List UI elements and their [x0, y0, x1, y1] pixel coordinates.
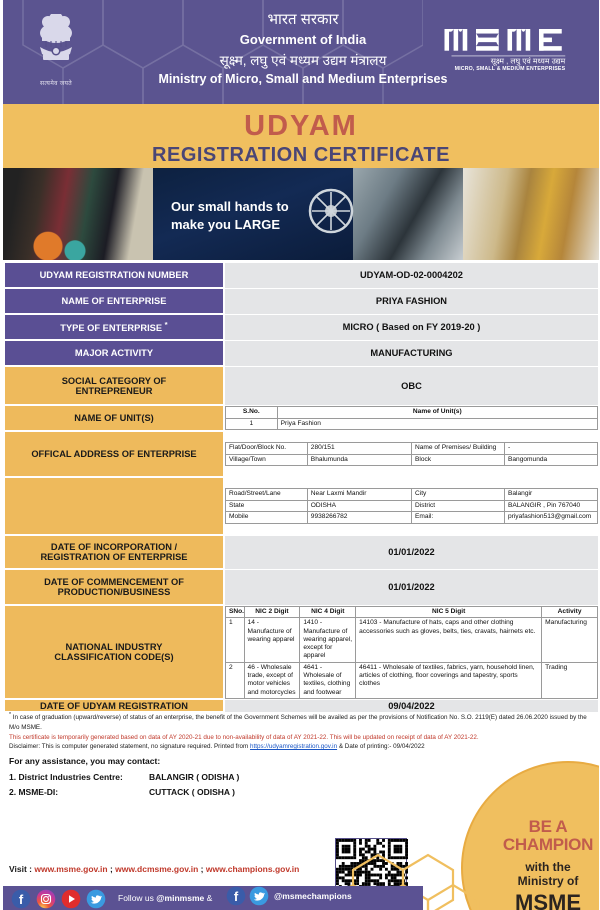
svg-text:सूक्ष्म , लघु एवं मध्यम उद्यम: सूक्ष्म , लघु एवं मध्यम उद्यम: [491, 57, 566, 67]
svg-text:MICRO, SMALL & MEDIUM ENTERPRI: MICRO, SMALL & MEDIUM ENTERPRISES: [455, 66, 566, 72]
svg-text:f: f: [234, 889, 239, 904]
svg-text:f: f: [19, 892, 24, 907]
